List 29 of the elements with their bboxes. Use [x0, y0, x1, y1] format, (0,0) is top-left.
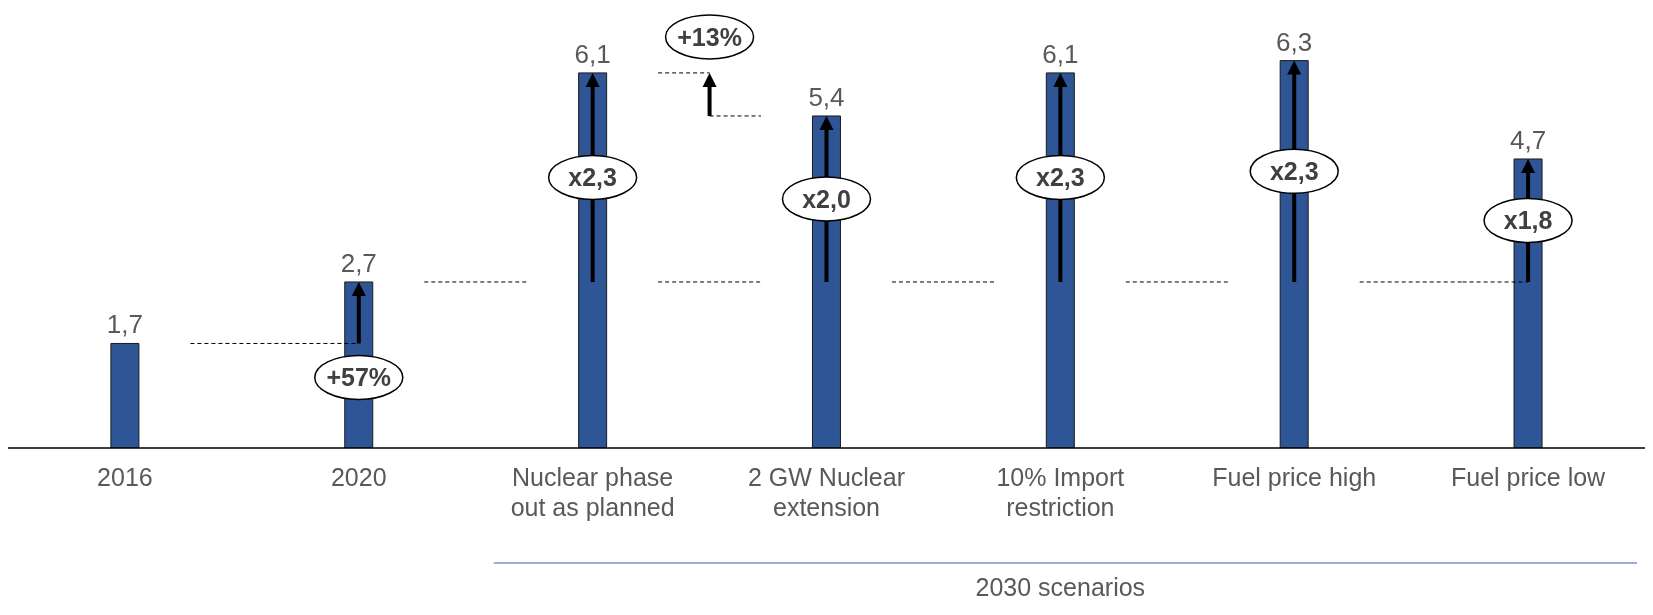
x-tick-label: 2 GW Nuclear extension	[748, 463, 905, 521]
annotation: x2,3	[1269, 157, 1319, 186]
x-tick-label: 2020	[330, 463, 387, 491]
data-label: 5,4	[808, 81, 845, 112]
annotation: x1,8	[1503, 206, 1553, 235]
data-label: 1,7	[106, 309, 143, 340]
x-tick-label: 10% Import restriction	[996, 463, 1125, 521]
data-label: 6,3	[1276, 26, 1313, 57]
label-oval: x1,8	[1483, 197, 1573, 244]
data-label: 6,1	[574, 38, 611, 69]
annotation: +57%	[326, 363, 392, 392]
x-tick-label: Fuel price low	[1450, 463, 1607, 491]
data-label: 2,7	[340, 247, 377, 278]
x-tick-label: Fuel price high	[1212, 463, 1377, 491]
x-tick-label: 2016	[97, 463, 153, 491]
label-oval: x2,3	[547, 154, 638, 201]
annotation: x2,0	[802, 184, 851, 213]
x-tick-label: Nuclear phase out as planned	[510, 463, 675, 521]
bar	[110, 342, 140, 448]
data-label: 6,1	[1042, 38, 1079, 69]
annotation: x2,3	[568, 163, 617, 192]
annotation: x2,3	[1036, 163, 1085, 192]
label-oval: x2,3	[1015, 154, 1106, 201]
label-oval: +13%	[664, 14, 755, 60]
data-label: 4,7	[1509, 125, 1547, 155]
label-oval: x2,3	[1249, 148, 1339, 195]
label-oval: +57%	[314, 354, 404, 401]
label-oval: x2,0	[781, 176, 872, 222]
text: 2030 scenarios	[975, 573, 1146, 601]
